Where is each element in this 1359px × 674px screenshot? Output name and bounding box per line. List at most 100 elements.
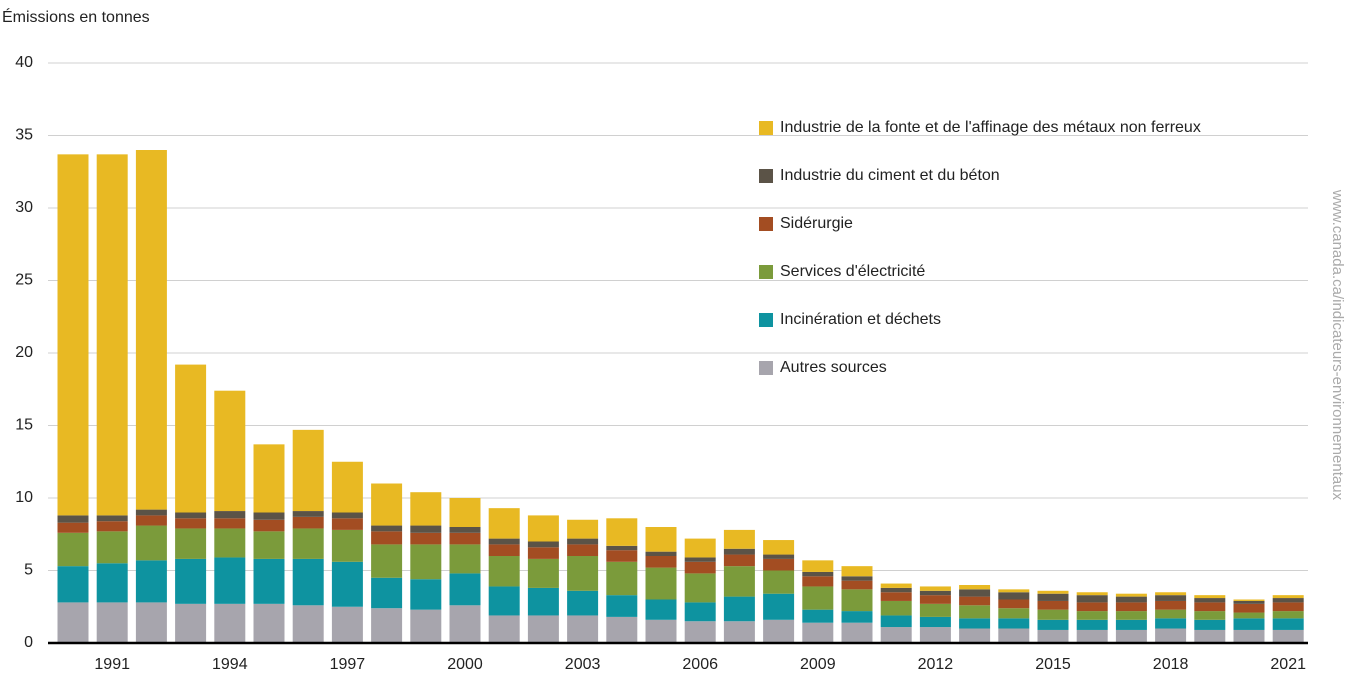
bar-segment <box>1233 603 1265 613</box>
bar-segment <box>1233 629 1265 643</box>
bar-segment <box>567 538 599 545</box>
bar-segment <box>1194 595 1226 599</box>
bar-segment <box>606 545 638 551</box>
bar-segment <box>998 608 1030 619</box>
bar-segment <box>802 576 834 587</box>
bar-segment <box>763 593 795 620</box>
bar-segment <box>410 579 442 610</box>
bar-segment <box>331 529 363 562</box>
legend-label: Industrie du ciment et du béton <box>780 167 1000 184</box>
bar-segment <box>606 595 638 617</box>
bar-segment <box>919 586 951 591</box>
bar-segment <box>1272 629 1304 643</box>
bar-segment <box>175 603 207 643</box>
bar-segment <box>1155 600 1187 610</box>
bar-segment <box>645 567 677 600</box>
bar-segment <box>1272 598 1304 603</box>
bar-segment <box>1155 595 1187 601</box>
bar-segment <box>96 602 128 643</box>
bar-segment <box>998 592 1030 600</box>
bar-segment <box>214 557 246 604</box>
bar-segment <box>175 512 207 519</box>
bar-segment <box>488 544 520 556</box>
bar-segment <box>488 615 520 643</box>
bar-segment <box>449 544 481 574</box>
bar-segment <box>96 531 128 564</box>
x-tick-label: 2003 <box>565 656 601 673</box>
bar-segment <box>214 603 246 643</box>
bar-segment <box>96 521 128 532</box>
bar-segment <box>1115 619 1147 630</box>
bar-segment <box>1155 592 1187 596</box>
bar-segment <box>1076 595 1108 603</box>
bar-segment <box>449 573 481 606</box>
bar-segment <box>135 515 167 526</box>
bar-segment <box>606 518 638 546</box>
bar-segment <box>880 592 912 601</box>
bar-segment <box>606 616 638 643</box>
bar-segment <box>527 547 559 559</box>
bar-segment <box>57 532 89 567</box>
bar-segment <box>1272 611 1304 619</box>
legend-label: Industrie de la fonte et de l'affinage d… <box>780 119 1201 136</box>
bar-segment <box>802 609 834 623</box>
bar-segment <box>1194 629 1226 643</box>
bar-segment <box>723 621 755 643</box>
bar-segment <box>1115 602 1147 612</box>
bar-segment <box>1076 611 1108 620</box>
bar-segment <box>959 628 991 643</box>
bar-segment <box>763 540 795 555</box>
y-tick-label: 0 <box>24 634 33 651</box>
bar-segment <box>841 576 873 581</box>
bar-segment <box>880 615 912 628</box>
bar-segment <box>96 515 128 522</box>
bar-segment <box>684 561 716 574</box>
y-tick-label: 40 <box>15 54 33 71</box>
bar-segment <box>410 525 442 533</box>
bar-segment <box>253 444 285 513</box>
bar-segment <box>1076 619 1108 630</box>
bar-segment <box>253 519 285 532</box>
bar-segment <box>57 602 89 643</box>
bar-segment <box>763 619 795 643</box>
bar-segment <box>959 596 991 606</box>
bar-segment <box>331 606 363 643</box>
bar-segment <box>1155 628 1187 643</box>
bar-segment <box>723 554 755 567</box>
legend-swatch <box>759 121 773 135</box>
bar-segment <box>567 544 599 556</box>
bar-segment <box>841 580 873 590</box>
bar-segment <box>371 577 403 609</box>
bar-segment <box>998 599 1030 609</box>
bar-segment <box>135 560 167 603</box>
y-axis-label: Émissions en tonnes <box>2 7 150 26</box>
bar-segment <box>723 529 755 549</box>
y-tick-label: 5 <box>24 562 33 579</box>
bar-segment <box>449 532 481 545</box>
bar-segment <box>135 525 167 561</box>
bar-segment <box>684 602 716 622</box>
bar-segment <box>527 615 559 643</box>
bar-segment <box>1037 600 1069 610</box>
bar-segment <box>57 154 89 516</box>
bar-segment <box>1076 592 1108 596</box>
bar-segment <box>214 518 246 529</box>
bar-segment <box>371 525 403 532</box>
bar-segment <box>1037 619 1069 630</box>
bar-segment <box>1272 595 1304 599</box>
bar-segment <box>253 512 285 520</box>
bar-segment <box>253 603 285 643</box>
bar-segment <box>1233 599 1265 601</box>
bar-segment <box>410 532 442 545</box>
bar-segment <box>135 602 167 643</box>
bar-segment <box>1115 629 1147 643</box>
bar-segment <box>919 616 951 628</box>
bar-segment <box>841 566 873 577</box>
bar-segment <box>1272 602 1304 612</box>
bar-segment <box>763 554 795 559</box>
bar-segment <box>998 628 1030 643</box>
bar-segment <box>410 609 442 643</box>
bar-segment <box>998 618 1030 629</box>
bar-segment <box>214 511 246 519</box>
bar-segment <box>959 589 991 597</box>
